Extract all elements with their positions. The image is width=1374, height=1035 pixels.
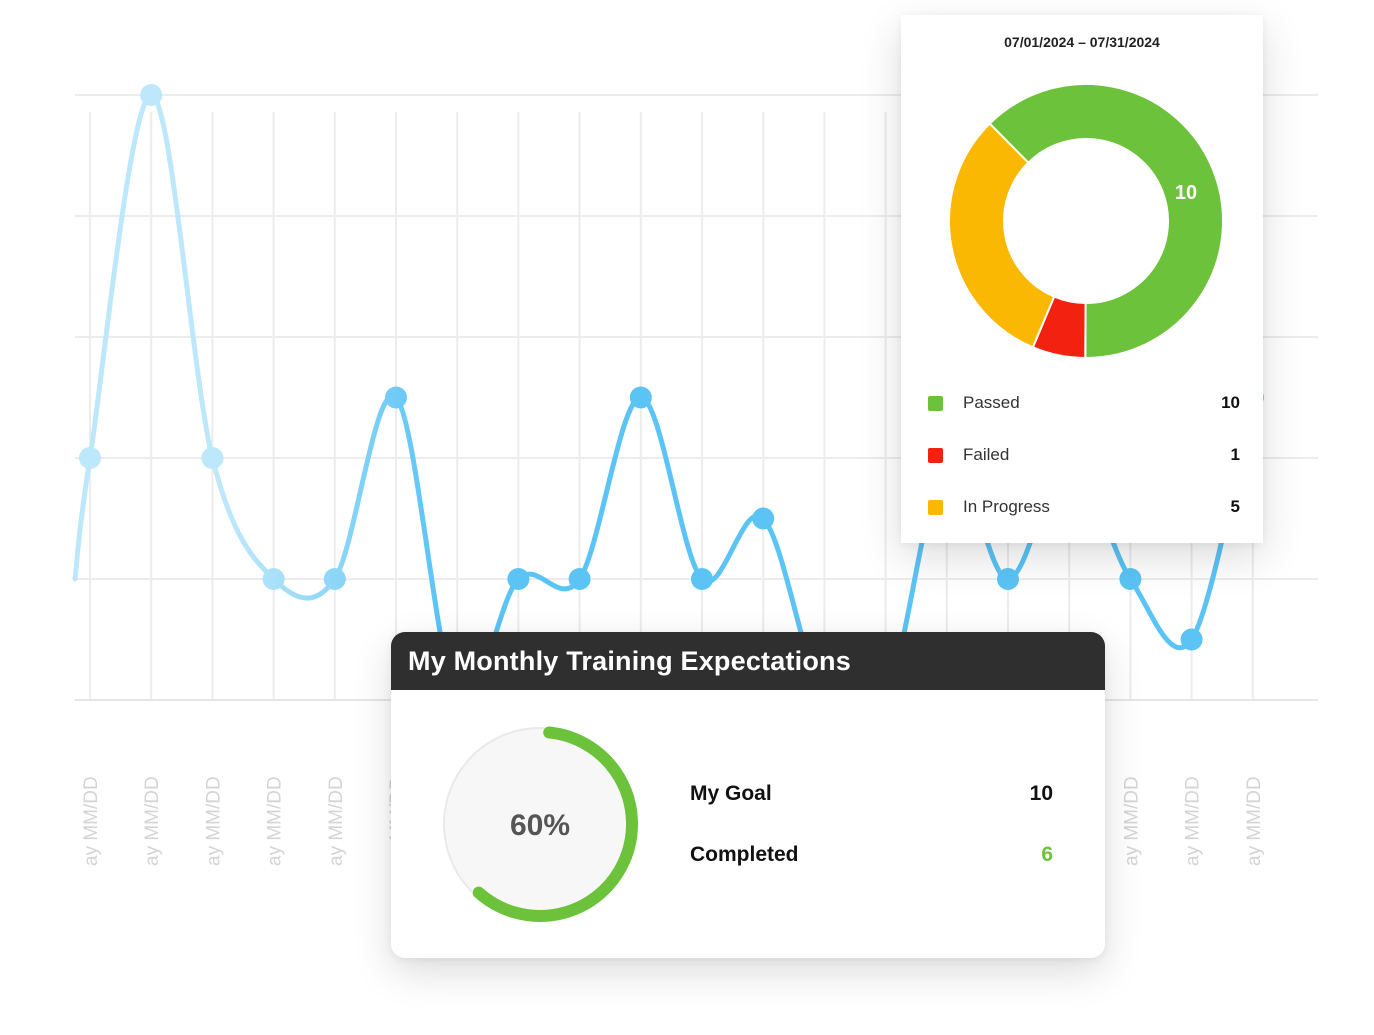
- data-point: [752, 507, 775, 530]
- progress-ring: 60%: [443, 726, 638, 922]
- data-point: [79, 447, 101, 469]
- x-tick-label: ay MM/DD: [1183, 776, 1204, 866]
- legend-swatch-failed: [928, 448, 943, 463]
- goal-label: My Goal: [690, 782, 772, 805]
- monthly-training-card: My Monthly Training Expectations 60% My …: [391, 632, 1105, 958]
- date-range: 07/01/2024 – 07/31/2024: [1004, 34, 1160, 50]
- progress-arc: [472, 726, 638, 922]
- results-donut-chart: 10: [948, 83, 1224, 360]
- legend-swatch-passed: [928, 396, 943, 411]
- data-point: [140, 84, 163, 106]
- data-point: [385, 386, 407, 409]
- legend-value: 1: [1230, 445, 1240, 464]
- legend-label: Failed: [963, 445, 1010, 464]
- data-point: [691, 568, 713, 590]
- x-tick-label: ay MM/DD: [81, 776, 102, 866]
- data-point: [507, 568, 530, 590]
- x-tick-label: ay MM/DD: [203, 776, 224, 866]
- x-tick-label: ay MM/DD: [1121, 776, 1142, 866]
- legend-in-progress: In Progress 5: [928, 496, 1240, 520]
- legend-value: 5: [1230, 497, 1240, 516]
- data-point: [629, 386, 652, 409]
- test-results-donut-card: 07/01/2024 – 07/31/2024 10 Passed 10 Fai…: [901, 15, 1263, 543]
- legend-failed: Failed 1: [928, 444, 1240, 468]
- data-point: [1119, 568, 1142, 590]
- goal-value: 10: [1029, 782, 1053, 805]
- data-point: [201, 447, 224, 469]
- legend-swatch-in-progress: [928, 500, 943, 515]
- donut-slice-passed: [988, 83, 1224, 359]
- donut-slice-value-label: 10: [1175, 182, 1197, 204]
- legend-value: 10: [1221, 393, 1240, 412]
- data-point: [1180, 628, 1203, 651]
- progress-percent-label: 60%: [510, 809, 570, 842]
- data-point: [323, 568, 346, 590]
- card-title: My Monthly Training Expectations: [408, 646, 851, 676]
- legend-label: In Progress: [963, 497, 1050, 516]
- data-point: [262, 568, 285, 590]
- x-tick-label: ay MM/DD: [1244, 776, 1265, 866]
- legend-passed: Passed 10: [928, 392, 1240, 416]
- data-point: [568, 568, 591, 590]
- x-tick-label: ay MM/DD: [326, 776, 347, 866]
- completed-label: Completed: [690, 843, 799, 866]
- legend-label: Passed: [963, 393, 1020, 412]
- data-point: [997, 568, 1019, 590]
- donut-slice-in-progress: [948, 122, 1056, 349]
- x-tick-label: ay MM/DD: [265, 776, 286, 866]
- card-header: My Monthly Training Expectations: [391, 632, 1105, 690]
- x-tick-label: ay MM/DD: [142, 776, 163, 866]
- completed-value: 6: [1041, 843, 1053, 866]
